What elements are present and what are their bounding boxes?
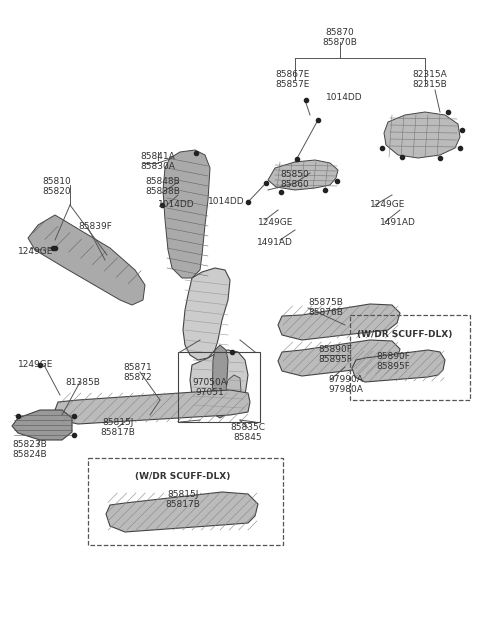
Text: 85875B
85876B: 85875B 85876B	[308, 298, 343, 317]
Text: 1014DD: 1014DD	[208, 197, 245, 206]
Text: 97990A
97980A: 97990A 97980A	[328, 375, 363, 394]
Text: 85890F
85895F: 85890F 85895F	[376, 352, 410, 371]
Polygon shape	[212, 345, 228, 418]
Text: 85823B
85824B: 85823B 85824B	[12, 440, 48, 459]
Text: 1249GE: 1249GE	[18, 360, 53, 369]
Bar	[88, 458, 283, 545]
Text: 1491AD: 1491AD	[257, 238, 293, 247]
Text: 1249GE: 1249GE	[18, 247, 53, 256]
Text: 85848B
85838B: 85848B 85838B	[145, 177, 180, 196]
Text: 81385B: 81385B	[65, 378, 100, 387]
Polygon shape	[28, 215, 145, 305]
Text: 82315A
82315B: 82315A 82315B	[413, 70, 447, 89]
Polygon shape	[163, 150, 210, 278]
Text: 1014DD: 1014DD	[158, 200, 194, 209]
Text: 85850
85860: 85850 85860	[281, 170, 310, 189]
Text: 1491AD: 1491AD	[380, 218, 416, 227]
Polygon shape	[106, 492, 258, 532]
Bar	[350, 315, 470, 400]
Text: 85867E
85857E: 85867E 85857E	[276, 70, 310, 89]
Text: 1249GE: 1249GE	[370, 200, 406, 209]
Text: 85815J
85817B: 85815J 85817B	[166, 490, 201, 510]
Bar	[178, 352, 260, 422]
Text: 85810
85820: 85810 85820	[43, 177, 72, 196]
Polygon shape	[183, 268, 230, 360]
Polygon shape	[278, 304, 400, 340]
Text: 1249GE: 1249GE	[258, 218, 293, 227]
Text: (W/DR SCUFF-DLX): (W/DR SCUFF-DLX)	[357, 330, 453, 339]
Text: (W/DR SCUFF-DLX): (W/DR SCUFF-DLX)	[135, 472, 231, 481]
Text: 85841A
85830A: 85841A 85830A	[141, 152, 175, 171]
Polygon shape	[55, 390, 250, 424]
Polygon shape	[190, 350, 248, 415]
Text: 85871
85872: 85871 85872	[124, 363, 152, 382]
Text: 1014DD: 1014DD	[326, 93, 362, 102]
Polygon shape	[226, 375, 241, 395]
Text: 97050A
97051: 97050A 97051	[192, 378, 228, 397]
Polygon shape	[278, 340, 400, 376]
Text: 85835C
85845: 85835C 85845	[230, 423, 265, 443]
Polygon shape	[12, 410, 72, 440]
Text: 85815J
85817B: 85815J 85817B	[101, 418, 135, 438]
Text: 85890F
85895F: 85890F 85895F	[318, 345, 352, 364]
Polygon shape	[268, 160, 338, 190]
Text: 85839F: 85839F	[78, 222, 112, 231]
Polygon shape	[384, 112, 460, 158]
Polygon shape	[352, 350, 445, 382]
Text: 85870
85870B: 85870 85870B	[323, 28, 358, 47]
